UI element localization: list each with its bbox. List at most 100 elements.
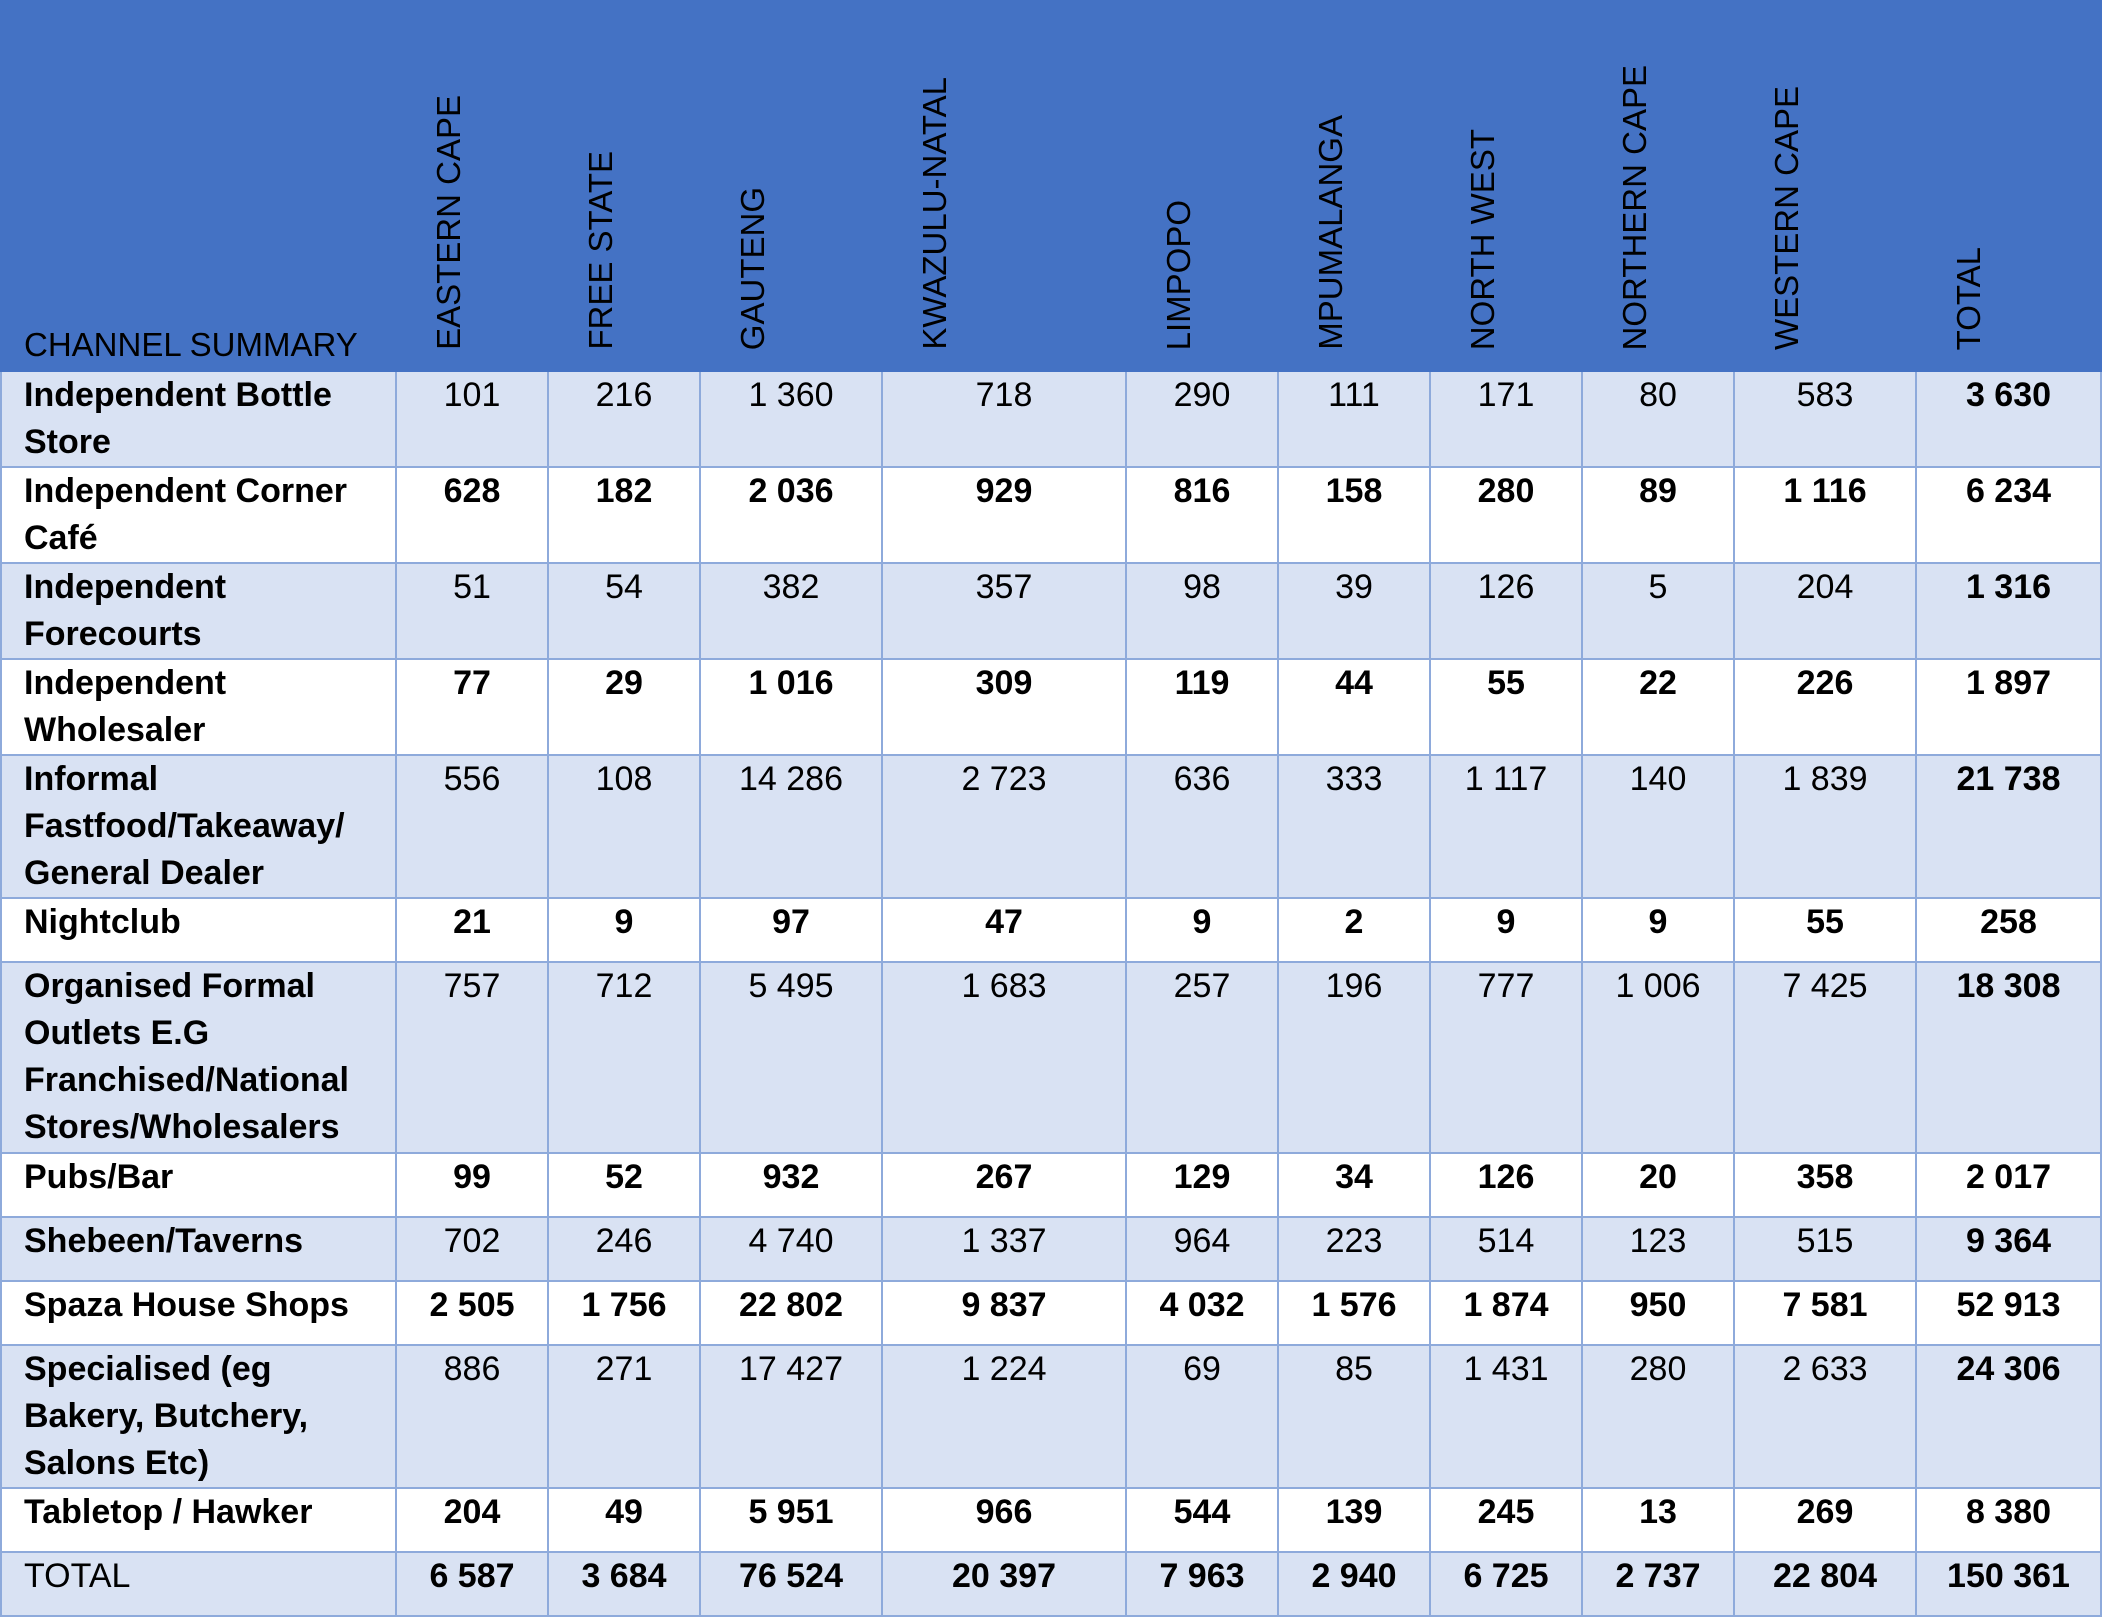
col-header-label: FREE STATE [582, 151, 619, 350]
table-row: Independent Wholesaler 77 29 1 016 309 119 44 5… [0, 658, 2102, 756]
col-header-label: NORTHERN CAPE [1616, 64, 1653, 350]
cell-value: 123 [1581, 1216, 1735, 1282]
cell-value: 515 [1733, 1216, 1917, 1282]
cell-value: 1 006 [1581, 961, 1735, 1154]
col-header-label: LIMPOPO [1160, 199, 1197, 350]
column-total: 6 587 [395, 1551, 549, 1617]
cell-value: 886 [395, 1344, 549, 1489]
row-total: 3 630 [1915, 370, 2102, 468]
cell-value: 309 [881, 658, 1127, 756]
cell-value: 9 837 [881, 1280, 1127, 1346]
cell-value: 777 [1429, 961, 1583, 1154]
col-header-label: KWAZULU-NATAL [916, 77, 953, 350]
cell-value: 718 [881, 370, 1127, 468]
row-total: 1 897 [1915, 658, 2102, 756]
cell-value: 5 951 [699, 1487, 883, 1553]
cell-value: 14 286 [699, 754, 883, 899]
cell-value: 1 839 [1733, 754, 1917, 899]
cell-value: 929 [881, 466, 1127, 564]
cell-value: 280 [1581, 1344, 1735, 1489]
cell-value: 204 [1733, 562, 1917, 660]
cell-value: 111 [1277, 370, 1431, 468]
cell-value: 544 [1125, 1487, 1279, 1553]
cell-value: 583 [1733, 370, 1917, 468]
cell-value: 628 [395, 466, 549, 564]
col-header-label: EASTERN CAPE [430, 95, 467, 350]
cell-value: 1 224 [881, 1344, 1127, 1489]
row-label: Independent Bottle Store [0, 370, 397, 468]
cell-value: 358 [1733, 1152, 1917, 1218]
table-row: Independent Forecourts 51 54 382 357 98 39 126 5… [0, 562, 2102, 660]
cell-value: 89 [1581, 466, 1735, 564]
cell-value: 357 [881, 562, 1127, 660]
cell-value: 9 [1581, 897, 1735, 963]
cell-value: 2 [1277, 897, 1431, 963]
cell-value: 126 [1429, 1152, 1583, 1218]
row-label: Nightclub [0, 897, 397, 963]
table-row: Pubs/Bar 99 52 932 267 129 34 126 20 358 2 017 [0, 1152, 2102, 1218]
row-label: Spaza House Shops [0, 1280, 397, 1346]
column-total: 22 804 [1733, 1551, 1917, 1617]
cell-value: 182 [547, 466, 701, 564]
cell-value: 257 [1125, 961, 1279, 1154]
column-total: 2 737 [1581, 1551, 1735, 1617]
cell-value: 7 581 [1733, 1280, 1917, 1346]
cell-value: 950 [1581, 1280, 1735, 1346]
row-label: Organised Formal Outlets E.G Franchised/… [0, 961, 397, 1154]
table-row: Shebeen/Taverns 702 246 4 740 1 337 964 223 514… [0, 1216, 2102, 1282]
cell-value: 80 [1581, 370, 1735, 468]
column-total: 7 963 [1125, 1551, 1279, 1617]
total-row: TOTAL 6 587 3 684 76 524 20 397 7 963 2 940 6 7… [0, 1551, 2102, 1617]
row-total: 9 364 [1915, 1216, 2102, 1282]
cell-value: 1 337 [881, 1216, 1127, 1282]
cell-value: 204 [395, 1487, 549, 1553]
cell-value: 382 [699, 562, 883, 660]
cell-value: 20 [1581, 1152, 1735, 1218]
cell-value: 702 [395, 1216, 549, 1282]
col-header-western-cape: WESTERN CAPE [1733, 0, 1917, 372]
cell-value: 816 [1125, 466, 1279, 564]
row-label: Tabletop / Hawker [0, 1487, 397, 1553]
cell-value: 1 431 [1429, 1344, 1583, 1489]
cell-value: 158 [1277, 466, 1431, 564]
cell-value: 54 [547, 562, 701, 660]
cell-value: 98 [1125, 562, 1279, 660]
table-row: Nightclub 21 9 97 47 9 2 9 9 55 258 [0, 897, 2102, 963]
cell-value: 1 116 [1733, 466, 1917, 564]
col-header-eastern-cape: EASTERN CAPE [395, 0, 549, 372]
col-header-kwazulu-natal: KWAZULU-NATAL [881, 0, 1127, 372]
table-row: Independent Bottle Store 101 216 1 360 718 29… [0, 370, 2102, 468]
cell-value: 1 874 [1429, 1280, 1583, 1346]
row-total: 2 017 [1915, 1152, 2102, 1218]
cell-value: 271 [547, 1344, 701, 1489]
row-total: 24 306 [1915, 1344, 2102, 1489]
cell-value: 126 [1429, 562, 1583, 660]
cell-value: 9 [1429, 897, 1583, 963]
grand-total: 150 361 [1915, 1551, 2102, 1617]
col-header-free-state: FREE STATE [547, 0, 701, 372]
cell-value: 49 [547, 1487, 701, 1553]
row-total: 52 913 [1915, 1280, 2102, 1346]
row-label: Shebeen/Taverns [0, 1216, 397, 1282]
col-header-total: TOTAL [1915, 0, 2102, 372]
column-total: 3 684 [547, 1551, 701, 1617]
table-row: Specialised (eg Bakery, Butchery, Salons… [0, 1344, 2102, 1489]
cell-value: 69 [1125, 1344, 1279, 1489]
row-total: 18 308 [1915, 961, 2102, 1154]
cell-value: 964 [1125, 1216, 1279, 1282]
cell-value: 2 633 [1733, 1344, 1917, 1489]
column-total: 2 940 [1277, 1551, 1431, 1617]
table-row: Organised Formal Outlets E.G Franchised/… [0, 961, 2102, 1154]
cell-value: 269 [1733, 1487, 1917, 1553]
cell-value: 1 016 [699, 658, 883, 756]
cell-value: 1 756 [547, 1280, 701, 1346]
cell-value: 290 [1125, 370, 1279, 468]
cell-value: 226 [1733, 658, 1917, 756]
cell-value: 966 [881, 1487, 1127, 1553]
cell-value: 932 [699, 1152, 883, 1218]
cell-value: 2 036 [699, 466, 883, 564]
total-row-label: TOTAL [0, 1551, 397, 1617]
cell-value: 47 [881, 897, 1127, 963]
cell-value: 1 576 [1277, 1280, 1431, 1346]
cell-value: 757 [395, 961, 549, 1154]
